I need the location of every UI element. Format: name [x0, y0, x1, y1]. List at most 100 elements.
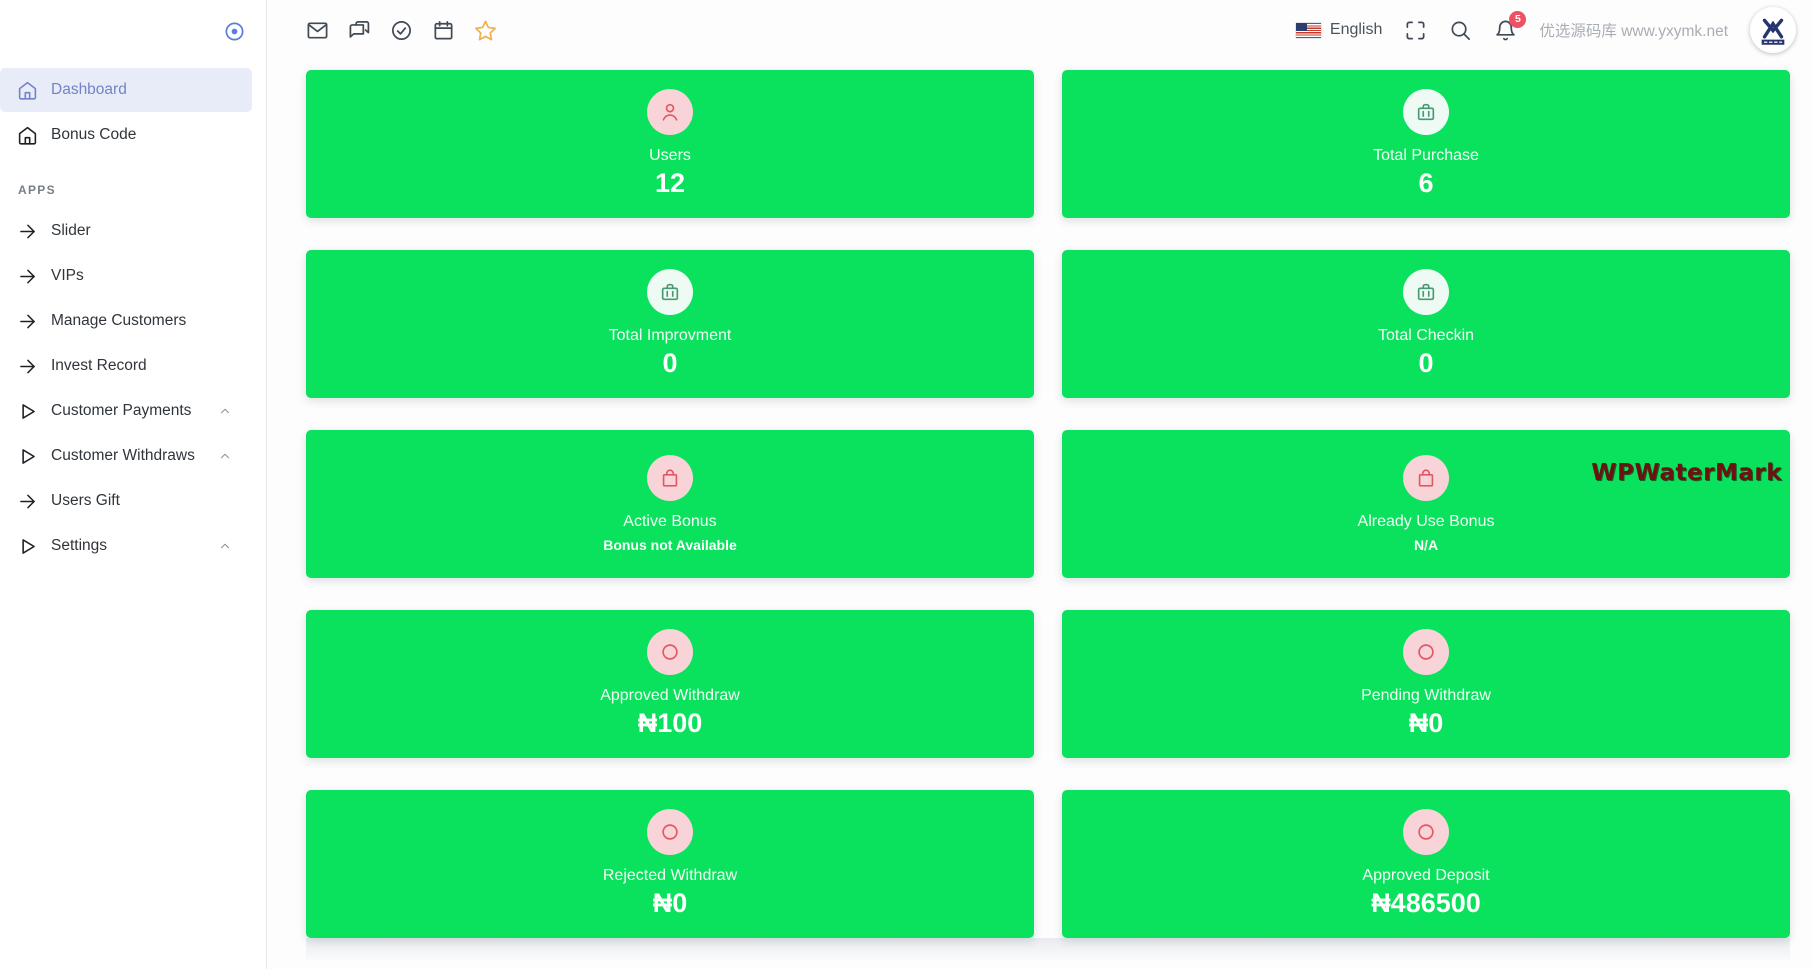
- chat-icon[interactable]: [348, 19, 371, 42]
- stat-card-approved-deposit: Approved Deposit ₦486500: [1062, 790, 1790, 938]
- sidebar-item-slider[interactable]: Slider: [0, 209, 252, 253]
- bell-icon[interactable]: 5: [1494, 10, 1527, 42]
- arrow-right-icon: [17, 356, 38, 377]
- stat-card-total-checkin: Total Checkin 0: [1062, 250, 1790, 398]
- stat-card-already-use-bonus: Already Use Bonus N/A: [1062, 430, 1790, 578]
- stat-card-value: ₦0: [652, 888, 688, 918]
- stat-card-value: ₦100: [637, 708, 703, 738]
- sidebar-item-users-gift[interactable]: Users Gift: [0, 479, 252, 523]
- content-bottom-shadow: [306, 938, 1790, 960]
- stat-card-pending-withdraw: Pending Withdraw ₦0: [1062, 610, 1790, 758]
- stat-card-label: Pending Withdraw: [1361, 687, 1491, 704]
- chevron-up-icon[interactable]: [218, 449, 232, 463]
- mail-icon[interactable]: [306, 19, 329, 42]
- stat-card-label: Total Improvment: [608, 327, 732, 344]
- chevron-up-icon[interactable]: [218, 539, 232, 553]
- sidebar-item-label: VIPs: [51, 267, 84, 284]
- play-icon: [17, 401, 38, 422]
- yx-logo-icon: [1761, 18, 1785, 45]
- circle-icon: [647, 629, 693, 675]
- check-circle-icon[interactable]: [390, 19, 413, 42]
- stat-card-label: Total Purchase: [1373, 147, 1479, 164]
- stat-card-value: 0: [1418, 348, 1434, 378]
- language-selector[interactable]: English: [1295, 21, 1383, 39]
- stat-card-total-purchase: Total Purchase 6: [1062, 70, 1790, 218]
- sidebar-nav: Dashboard Bonus Code APPS Slider VIPs Manage …: [0, 62, 266, 568]
- home-icon: [17, 80, 38, 101]
- stats-grid: Users 12 Total Purchase 6 Total Improvment 0 T…: [267, 60, 1812, 938]
- sidebar-item-invest-record[interactable]: Invest Record: [0, 344, 252, 388]
- briefcase-icon: [1403, 269, 1449, 315]
- sidebar-item-label: Users Gift: [51, 492, 120, 509]
- topbar-right: English 5 优选源码库 www.yxymk.net: [1295, 7, 1796, 53]
- sidebar-item-label: Invest Record: [51, 357, 147, 374]
- stat-card-label: Total Checkin: [1377, 327, 1475, 344]
- sidebar-toggle-button[interactable]: [223, 20, 246, 43]
- arrow-right-icon: [17, 266, 38, 287]
- chevron-up-icon[interactable]: [218, 404, 232, 418]
- fullscreen-icon[interactable]: [1404, 19, 1427, 42]
- site-note-text: 优选源码库 www.yxymk.net: [1539, 23, 1728, 40]
- topbar-action-icons: 5: [1404, 10, 1527, 42]
- sidebar: Dashboard Bonus Code APPS Slider VIPs Manage …: [0, 0, 267, 969]
- stat-card-rejected-withdraw: Rejected Withdraw ₦0: [306, 790, 1034, 938]
- stat-card-label: Approved Deposit: [1362, 867, 1490, 884]
- sidebar-item-customer-withdraws[interactable]: Customer Withdraws: [0, 434, 252, 478]
- stat-card-label: Users: [649, 147, 691, 164]
- sidebar-item-label: Customer Payments: [51, 402, 192, 419]
- briefcase-icon: [647, 269, 693, 315]
- stat-card-label: Approved Withdraw: [600, 687, 740, 704]
- circle-icon: [1403, 629, 1449, 675]
- stat-card-label: Already Use Bonus: [1357, 513, 1495, 530]
- shopping-bag-icon: [1403, 455, 1449, 501]
- play-icon: [17, 536, 38, 557]
- stat-card-active-bonus: Active Bonus Bonus not Available: [306, 430, 1034, 578]
- home-icon: [17, 125, 38, 146]
- stat-card-total-improvment: Total Improvment 0: [306, 250, 1034, 398]
- stat-card-label: Rejected Withdraw: [602, 867, 738, 884]
- stat-card-value: 6: [1418, 168, 1434, 198]
- sidebar-item-label: Dashboard: [51, 81, 127, 98]
- stat-card-value: N/A: [1413, 537, 1439, 553]
- star-icon[interactable]: [474, 19, 497, 42]
- user-icon: [647, 89, 693, 135]
- stat-card-label: Active Bonus: [623, 513, 717, 530]
- sidebar-item-dashboard[interactable]: Dashboard: [0, 68, 252, 112]
- sidebar-item-settings[interactable]: Settings: [0, 524, 252, 568]
- stat-card-value: ₦486500: [1371, 888, 1481, 918]
- arrow-right-icon: [17, 311, 38, 332]
- user-avatar[interactable]: [1750, 7, 1796, 53]
- calendar-icon[interactable]: [432, 19, 455, 42]
- language-label: English: [1329, 21, 1383, 38]
- notification-badge: 5: [1509, 10, 1527, 28]
- main-area: English 5 优选源码库 www.yxymk.net Users 12 Tot…: [267, 0, 1812, 969]
- stat-card-approved-withdraw: Approved Withdraw ₦100: [306, 610, 1034, 758]
- sidebar-item-manage-customers[interactable]: Manage Customers: [0, 299, 252, 343]
- circle-icon: [647, 809, 693, 855]
- search-icon[interactable]: [1449, 19, 1472, 42]
- sidebar-item-label: Customer Withdraws: [51, 447, 195, 464]
- sidebar-item-label: Manage Customers: [51, 312, 187, 329]
- stat-card-users: Users 12: [306, 70, 1034, 218]
- sidebar-section-label: APPS: [18, 183, 56, 197]
- us-flag-icon: [1295, 22, 1321, 38]
- briefcase-icon: [1403, 89, 1449, 135]
- sidebar-item-bonus-code[interactable]: Bonus Code: [0, 113, 252, 157]
- watermark-text: WPWaterMark: [1591, 460, 1782, 486]
- arrow-right-icon: [17, 491, 38, 512]
- topbar-shortcut-icons: [306, 19, 497, 42]
- arrow-right-icon: [17, 221, 38, 242]
- stat-card-value: ₦0: [1408, 708, 1444, 738]
- stat-card-value: 12: [654, 168, 686, 198]
- sidebar-item-label: Bonus Code: [51, 126, 137, 143]
- play-icon: [17, 446, 38, 467]
- circle-dot-icon: [225, 21, 244, 41]
- topbar: English 5 优选源码库 www.yxymk.net: [267, 0, 1812, 60]
- stat-card-value: 0: [662, 348, 678, 378]
- circle-icon: [1403, 809, 1449, 855]
- stat-card-value: Bonus not Available: [603, 537, 737, 553]
- sidebar-item-label: Slider: [51, 222, 91, 239]
- sidebar-item-vips[interactable]: VIPs: [0, 254, 252, 298]
- sidebar-item-customer-payments[interactable]: Customer Payments: [0, 389, 252, 433]
- shopping-bag-icon: [647, 455, 693, 501]
